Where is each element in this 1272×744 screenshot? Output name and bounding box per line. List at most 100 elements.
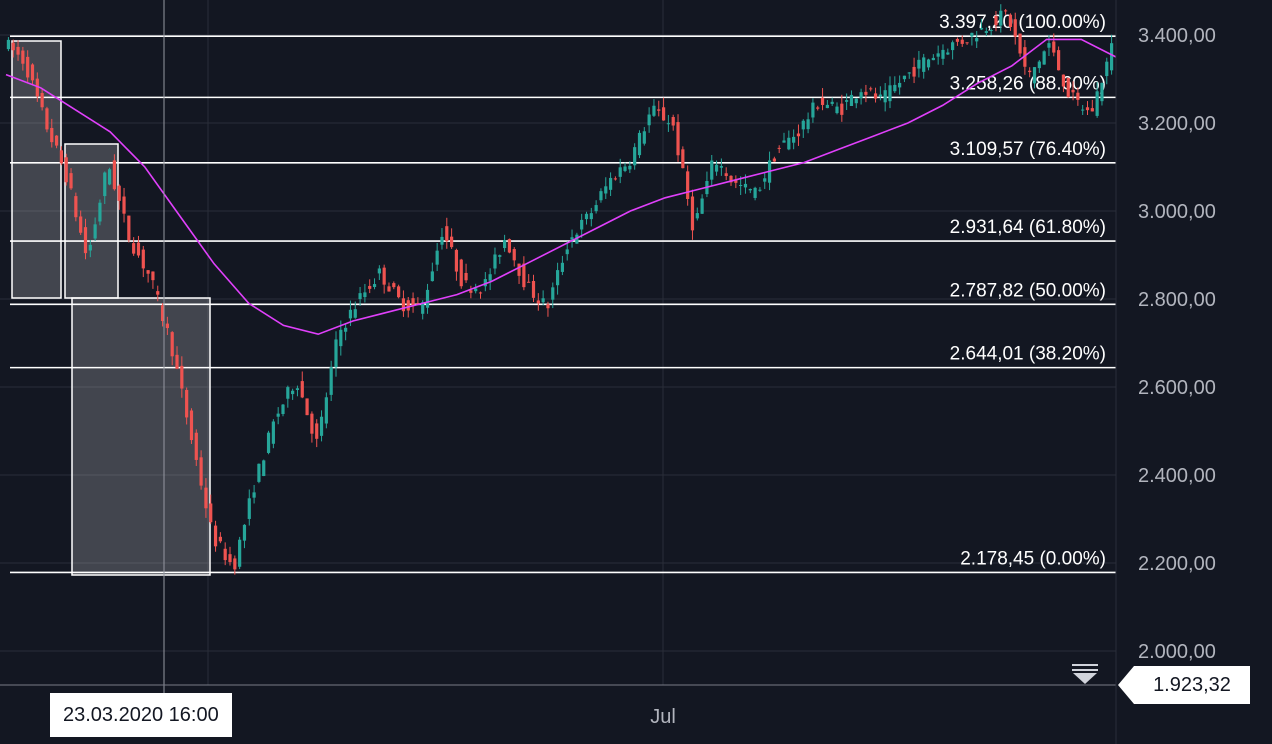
- candle-body: [748, 188, 752, 191]
- candle-body: [849, 94, 854, 106]
- candle-body: [661, 107, 666, 121]
- candle-body: [112, 160, 116, 190]
- candle-body: [421, 302, 425, 314]
- candle-body: [676, 122, 680, 156]
- candle-body: [401, 298, 406, 312]
- candle-body: [864, 91, 868, 95]
- candle-body: [324, 397, 328, 424]
- candle-body: [1109, 43, 1114, 71]
- candle-body: [40, 93, 44, 108]
- candle-body: [584, 213, 589, 220]
- candle-body: [348, 309, 353, 319]
- candle-body: [334, 339, 338, 368]
- candle-body: [820, 97, 825, 105]
- candle-body: [368, 285, 372, 289]
- candle-body: [926, 59, 931, 68]
- scroll-to-latest-icon[interactable]: [1070, 662, 1100, 686]
- candle-body: [430, 271, 434, 282]
- price-tick-label: 3.000,00: [1138, 201, 1216, 223]
- candle-body: [560, 262, 565, 272]
- candle-body: [507, 239, 512, 253]
- candle-body: [527, 281, 531, 283]
- candle-body: [946, 52, 950, 55]
- candle-body: [835, 106, 839, 114]
- candle-body: [450, 236, 454, 248]
- candle-body: [999, 10, 1003, 26]
- fib-level-label: 3.258,26 (88.60%): [950, 73, 1106, 94]
- candle-body: [965, 42, 969, 44]
- candle-body: [218, 536, 222, 542]
- candle-body: [931, 57, 935, 61]
- candle-body: [189, 410, 194, 441]
- candle-body: [310, 413, 314, 434]
- candle-body: [156, 291, 160, 295]
- grid: [0, 0, 1116, 685]
- candle-body: [531, 281, 536, 298]
- candle-body: [377, 268, 381, 274]
- candle-body: [160, 305, 165, 322]
- candle-body: [1076, 92, 1080, 100]
- candle-body: [551, 287, 555, 300]
- candle-body: [1071, 89, 1075, 93]
- candle-body: [11, 42, 15, 51]
- price-tick-label: 2.800,00: [1138, 289, 1216, 311]
- candles: [6, 4, 1114, 575]
- candle-body: [1081, 109, 1085, 111]
- candle-body: [1008, 14, 1013, 27]
- drawing-rectangle-3[interactable]: [71, 297, 211, 576]
- candle-body: [623, 166, 627, 171]
- candle-body: [753, 187, 757, 198]
- candle-body: [281, 404, 285, 415]
- candle-body: [382, 267, 386, 285]
- candle-body: [955, 38, 960, 42]
- candle-body: [782, 140, 786, 143]
- price-axis[interactable]: 3.400,00 3.200,00 3.000,00 2.800,00 2.600,00…: [1138, 25, 1216, 663]
- candle-body: [840, 103, 844, 115]
- candle-body: [459, 259, 463, 287]
- drawing-rectangles[interactable]: [11, 40, 211, 576]
- candle-body: [493, 254, 497, 269]
- candle-body: [792, 136, 796, 143]
- candle-body: [608, 177, 613, 190]
- candle-body: [594, 205, 598, 212]
- fib-level-label: 3.397,20 (100.00%): [939, 12, 1106, 33]
- candle-body: [64, 157, 68, 183]
- candle-body: [666, 123, 670, 125]
- candle-body: [406, 300, 410, 311]
- candle-body: [878, 94, 882, 97]
- fib-level-label: 2.644,01 (38.20%): [950, 344, 1106, 365]
- candle-body: [970, 32, 974, 37]
- candle-body: [960, 39, 964, 44]
- candle-body: [464, 272, 468, 281]
- candle-body: [315, 423, 319, 439]
- candle-body: [247, 498, 251, 519]
- candle-body: [873, 93, 878, 99]
- candle-body: [613, 178, 617, 180]
- candle-body: [6, 39, 11, 50]
- candle-body: [445, 226, 449, 242]
- candle-body: [411, 298, 415, 306]
- candle-body: [204, 487, 208, 509]
- time-tick-label: Jul: [650, 706, 676, 728]
- candle-body: [912, 66, 916, 77]
- candle-body: [74, 196, 78, 218]
- drawing-rectangle-2[interactable]: [64, 143, 119, 299]
- candle-body: [170, 332, 174, 357]
- candle-body: [633, 147, 637, 166]
- candle-body: [146, 270, 150, 274]
- candle-body: [796, 133, 801, 137]
- candle-body: [454, 249, 459, 272]
- candle-body: [353, 309, 357, 318]
- candle-body: [893, 84, 897, 92]
- candle-body: [1085, 107, 1090, 111]
- candle-body: [132, 243, 136, 254]
- fib-level-label: 3.109,57 (76.40%): [950, 139, 1106, 160]
- candle-body: [194, 432, 198, 460]
- time-axis[interactable]: Jul: [650, 706, 676, 728]
- candle-body: [141, 249, 145, 269]
- candle-body: [984, 31, 988, 33]
- candle-body: [845, 100, 849, 102]
- candle-body: [979, 27, 984, 30]
- candle-body: [589, 213, 593, 220]
